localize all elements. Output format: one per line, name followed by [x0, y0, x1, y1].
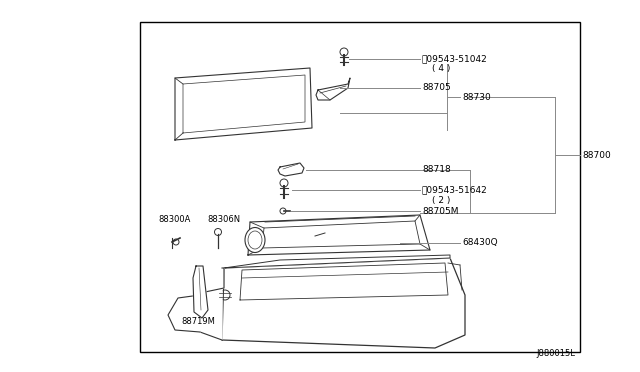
Text: 88718: 88718 — [422, 166, 451, 174]
Text: J880015L: J880015L — [536, 349, 575, 358]
Polygon shape — [195, 268, 224, 340]
Polygon shape — [193, 266, 208, 318]
Polygon shape — [248, 215, 430, 255]
Polygon shape — [316, 78, 350, 100]
Text: ( 2 ): ( 2 ) — [432, 196, 451, 205]
Text: 88719M: 88719M — [181, 317, 215, 327]
Bar — [140, 22, 580, 352]
Text: 88700: 88700 — [582, 151, 611, 160]
Text: 88705: 88705 — [422, 83, 451, 93]
Text: 88730: 88730 — [462, 93, 491, 102]
Text: ( 4 ): ( 4 ) — [432, 64, 451, 73]
Polygon shape — [168, 292, 205, 332]
Polygon shape — [175, 68, 312, 140]
Text: 68430Q: 68430Q — [462, 238, 498, 247]
Polygon shape — [222, 258, 465, 348]
Polygon shape — [278, 163, 304, 176]
Ellipse shape — [245, 228, 265, 253]
Text: 88300A: 88300A — [158, 215, 190, 224]
Text: Ⓢ09543-51042: Ⓢ09543-51042 — [422, 55, 488, 64]
Text: 88705M: 88705M — [422, 206, 458, 215]
Text: 88306N: 88306N — [207, 215, 240, 224]
Text: Ⓢ09543-51642: Ⓢ09543-51642 — [422, 186, 488, 195]
Polygon shape — [224, 255, 450, 268]
